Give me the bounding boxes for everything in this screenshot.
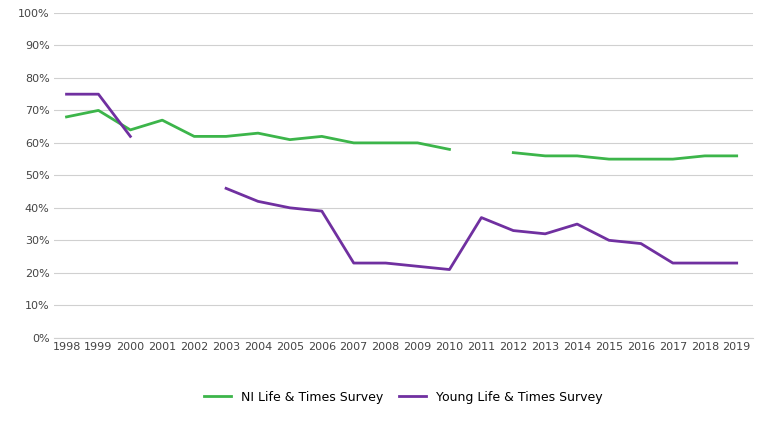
Legend: NI Life & Times Survey, Young Life & Times Survey: NI Life & Times Survey, Young Life & Tim…	[199, 386, 607, 409]
